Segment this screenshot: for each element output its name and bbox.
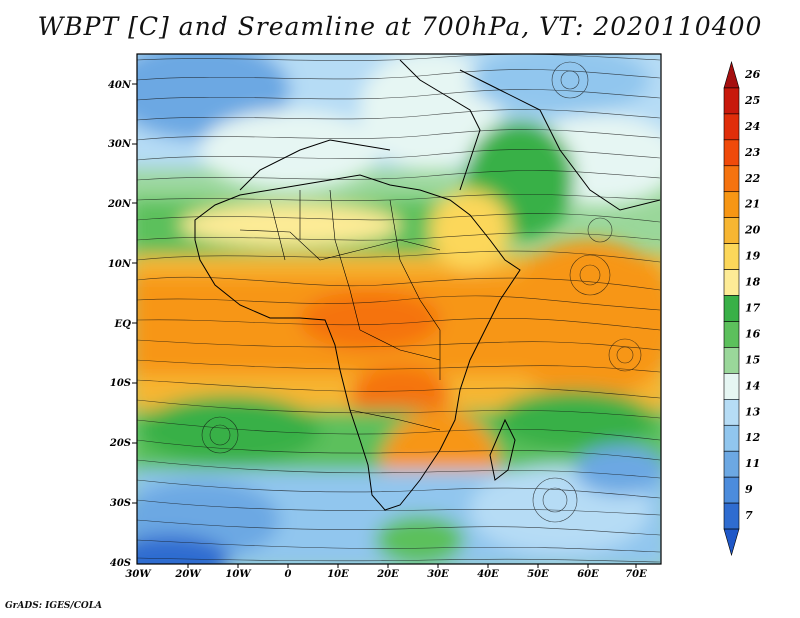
lon-tick-label: 40E	[477, 569, 499, 580]
colorbar-swatch	[723, 424, 740, 452]
colorbar-label: 15	[745, 353, 760, 366]
lon-tick-label: 70E	[625, 569, 647, 580]
colorbar-swatch	[723, 269, 740, 296]
lat-tick-label: 40S	[110, 558, 131, 569]
colorbar-label: 13	[745, 405, 761, 418]
colorbar-label: 19	[745, 250, 761, 263]
colorbar-swatch	[723, 502, 740, 530]
lon-tick-label: 10W	[225, 569, 252, 580]
colorbar-swatch	[723, 139, 740, 167]
colorbar-label: 9	[745, 483, 753, 496]
colorbar-swatch	[723, 60, 740, 89]
colorbar-swatch	[723, 321, 740, 348]
colorbar-label: 25	[744, 94, 760, 107]
lon-tick-label: 50E	[527, 569, 549, 580]
colorbar-label: 26	[744, 68, 761, 81]
longitude-ticks	[187, 564, 637, 568]
colorbar-label: 12	[745, 431, 761, 444]
colorbar-swatch	[723, 528, 740, 557]
colorbar-label: 20	[744, 224, 761, 237]
lat-tick-label: 40N	[108, 80, 132, 91]
colorbar-label: 14	[745, 379, 760, 392]
colorbar: 26 25 24 23 22 21 20 19 18 17 16 15 14 13 12 11 9 7	[723, 60, 761, 557]
colorbar-swatch	[723, 450, 740, 478]
lon-tick-label: 20E	[376, 569, 399, 580]
lon-tick-label: 10E	[327, 569, 349, 580]
lat-tick-label: 30N	[108, 139, 132, 150]
lat-tick-label: 10S	[110, 378, 131, 389]
colorbar-label: 7	[745, 509, 753, 522]
lat-tick-label: 30S	[110, 498, 131, 509]
colorbar-label: 16	[745, 327, 761, 340]
colorbar-label: 18	[745, 276, 761, 289]
borders	[239, 189, 441, 431]
streamlines	[137, 54, 661, 563]
coastlines	[194, 59, 661, 511]
colorbar-label: 11	[745, 457, 760, 470]
lat-tick-label: 20S	[109, 438, 131, 449]
colorbar-swatch	[723, 87, 740, 115]
colorbar-swatch	[723, 191, 740, 218]
colorbar-swatch	[723, 243, 740, 270]
lon-tick-label: 30E	[427, 569, 449, 580]
credit-label: GrADS: IGES/COLA	[5, 601, 103, 611]
colorbar-label: 24	[744, 120, 760, 133]
lon-tick-label: 60E	[577, 569, 599, 580]
map-title: WBPT [C] and Sreamline at 700hPa, VT: 20…	[37, 12, 763, 41]
colorbar-label: 22	[744, 172, 761, 185]
colorbar-label: 23	[744, 146, 761, 159]
latitude-ticks	[132, 83, 137, 504]
colorbar-swatch	[723, 347, 740, 374]
lat-tick-label: 10N	[108, 259, 132, 270]
colorbar-swatch	[723, 399, 740, 426]
colorbar-swatch	[723, 373, 740, 400]
lon-tick-label: 20W	[174, 569, 202, 580]
colorbar-swatch	[723, 295, 740, 322]
colorbar-swatch	[723, 217, 740, 244]
lat-tick-label: EQ	[114, 319, 132, 330]
map-frame	[136, 53, 662, 565]
lat-tick-label: 20N	[107, 199, 132, 210]
colorbar-swatch	[723, 476, 740, 504]
colorbar-swatch	[723, 113, 740, 141]
colorbar-label: 21	[744, 198, 760, 211]
latitude-axis: 40N 30N 20N 10N EQ 10S 20S 30S 40S	[107, 80, 132, 569]
wbpt-field	[137, 54, 661, 564]
longitude-axis: 30W 20W 10W 0 10E 20E 30E 40E 50E 60E 70…	[125, 569, 647, 580]
lon-tick-label: 0	[285, 569, 292, 580]
lon-tick-label: 30W	[125, 569, 152, 580]
colorbar-swatch	[723, 165, 740, 193]
colorbar-label: 17	[745, 302, 761, 315]
